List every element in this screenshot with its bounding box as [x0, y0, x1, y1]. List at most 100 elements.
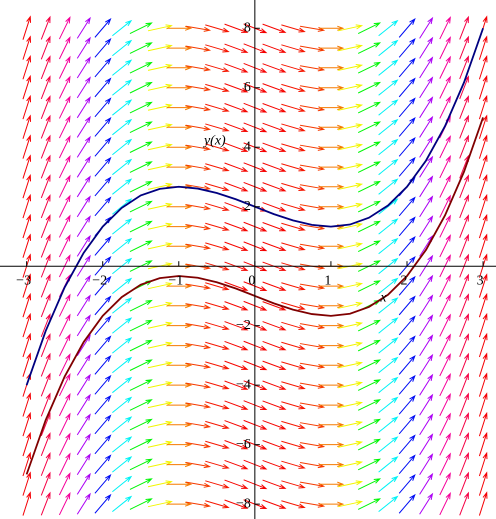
- field-arrow: [94, 414, 112, 435]
- field-arrow: [478, 491, 488, 516]
- field-arrow: [58, 293, 71, 317]
- field-arrow: [262, 222, 287, 232]
- field-arrow: [129, 240, 153, 252]
- field-arrow: [22, 173, 32, 199]
- field-arrow: [419, 453, 434, 475]
- field-arrow: [76, 433, 91, 456]
- field-arrow: [419, 492, 434, 515]
- field-arrow: [58, 115, 71, 139]
- field-arrow: [357, 22, 382, 34]
- field-arrow: [112, 118, 133, 136]
- field-arrow: [224, 499, 249, 509]
- field-arrow: [357, 498, 382, 510]
- field-arrow: [40, 491, 51, 516]
- field-arrow: [398, 37, 416, 58]
- field-arrow: [439, 174, 451, 198]
- field-arrow: [262, 360, 287, 370]
- field-arrow: [94, 454, 112, 475]
- field-arrow: [459, 412, 469, 437]
- field-arrow: [439, 36, 451, 60]
- field-arrow: [378, 59, 399, 76]
- field-arrow: [338, 321, 364, 329]
- field-arrow: [459, 134, 469, 159]
- field-arrow: [112, 396, 133, 414]
- field-arrow: [22, 74, 32, 100]
- field-arrow: [185, 124, 212, 131]
- field-arrow: [281, 440, 306, 449]
- field-arrow: [185, 164, 212, 171]
- field-arrow: [76, 373, 91, 396]
- field-arrow: [76, 453, 91, 475]
- y-tick-label: −6: [236, 437, 251, 452]
- field-arrow: [94, 315, 112, 336]
- field-arrow: [58, 234, 71, 258]
- field-arrow: [224, 241, 249, 251]
- field-arrow: [478, 273, 488, 298]
- field-arrow: [419, 393, 434, 416]
- field-arrow: [338, 182, 364, 190]
- field-arrow: [281, 44, 306, 53]
- field-arrow: [224, 380, 249, 390]
- field-arrow: [40, 35, 51, 60]
- field-arrow: [357, 418, 382, 431]
- field-arrow: [76, 215, 91, 238]
- field-arrow: [357, 458, 382, 471]
- field-arrow: [58, 412, 71, 436]
- field-arrow: [419, 195, 434, 218]
- field-arrow: [58, 373, 71, 397]
- field-arrow: [205, 361, 230, 370]
- field-arrow: [357, 240, 382, 252]
- field-arrow: [281, 480, 306, 489]
- field-arrow: [224, 222, 249, 232]
- field-arrow: [459, 154, 469, 179]
- field-arrow: [58, 392, 71, 417]
- field-arrow: [338, 282, 364, 290]
- field-arrow: [76, 413, 91, 436]
- field-arrow: [262, 202, 287, 212]
- x-tick-label: 1: [324, 273, 331, 288]
- field-arrow: [378, 19, 399, 37]
- direction-field: [22, 15, 488, 516]
- field-arrow: [76, 393, 91, 416]
- field-arrow: [439, 492, 451, 516]
- field-arrow: [398, 394, 416, 415]
- field-arrow: [439, 16, 451, 40]
- field-arrow: [318, 45, 345, 51]
- field-arrow: [357, 379, 382, 391]
- field-arrow: [112, 297, 133, 314]
- field-arrow: [357, 161, 382, 173]
- field-arrow: [112, 19, 133, 37]
- field-arrow: [112, 376, 133, 394]
- field-arrow: [378, 218, 399, 235]
- field-arrow: [58, 313, 71, 337]
- field-arrow: [40, 134, 51, 159]
- field-arrow: [378, 79, 399, 96]
- field-arrow: [185, 422, 212, 429]
- field-arrow: [224, 301, 249, 311]
- field-arrow: [76, 56, 91, 79]
- field-arrow: [112, 337, 133, 354]
- field-arrow: [478, 392, 488, 417]
- field-arrow: [378, 337, 399, 354]
- field-arrow: [357, 478, 382, 490]
- field-arrow: [357, 141, 382, 153]
- field-arrow: [205, 460, 230, 469]
- field-arrow: [185, 481, 212, 488]
- field-arrow: [185, 65, 212, 72]
- field-arrow: [205, 420, 230, 429]
- field-arrow: [439, 194, 451, 218]
- field-arrow: [94, 434, 112, 455]
- field-arrow: [58, 353, 71, 377]
- field-arrow: [459, 392, 469, 417]
- field-arrow: [338, 24, 364, 32]
- field-arrow: [22, 392, 32, 417]
- field-arrow: [439, 75, 451, 99]
- field-arrow: [378, 297, 399, 314]
- field-arrow: [40, 95, 51, 120]
- field-arrow: [40, 273, 51, 298]
- field-arrow: [338, 202, 364, 210]
- field-arrow: [459, 352, 469, 377]
- field-arrow: [281, 103, 306, 112]
- field-arrow: [112, 138, 133, 156]
